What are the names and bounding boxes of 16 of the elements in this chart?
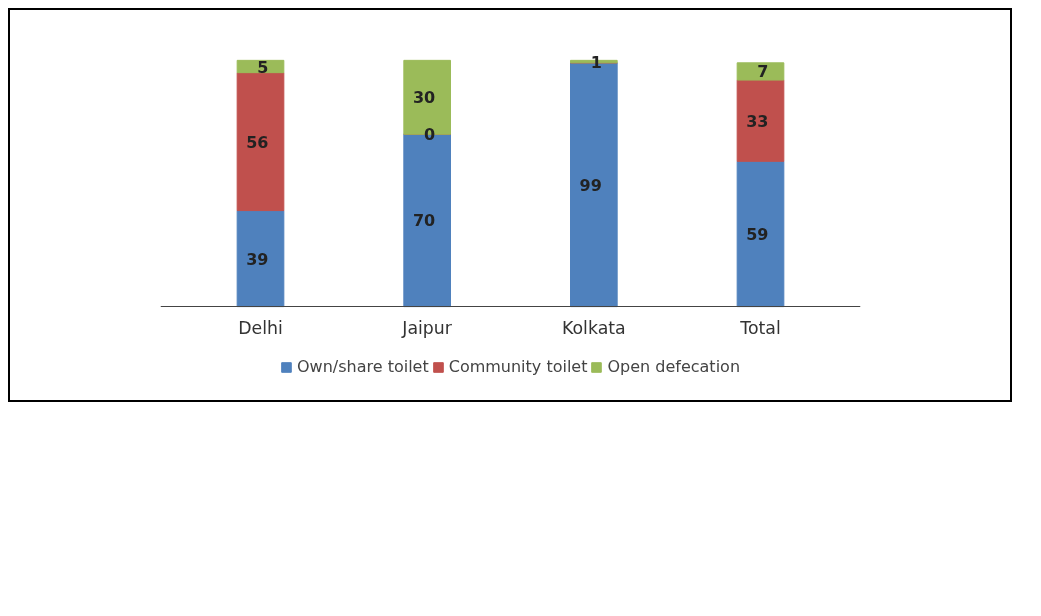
data-label: 70 (412, 211, 436, 231)
data-label: 33 (746, 111, 769, 131)
data-label: 99 (579, 175, 602, 195)
x-tick-label: Delhi (238, 317, 283, 338)
data-label: 7 (757, 62, 769, 82)
data-label: 59 (746, 224, 769, 244)
legend-label: Own/share toilet (296, 357, 429, 376)
data-label: 5 (257, 57, 269, 77)
x-tick-label: Jaipur (401, 317, 453, 338)
data-label: 56 (246, 132, 269, 152)
legend-label: Open defecation (607, 357, 741, 376)
x-tick-label: Total (739, 317, 781, 338)
legend-label: Community toilet (448, 357, 588, 376)
data-label: 39 (246, 249, 269, 269)
data-label: 30 (412, 88, 436, 108)
x-tick-label: Kolkata (561, 317, 626, 338)
